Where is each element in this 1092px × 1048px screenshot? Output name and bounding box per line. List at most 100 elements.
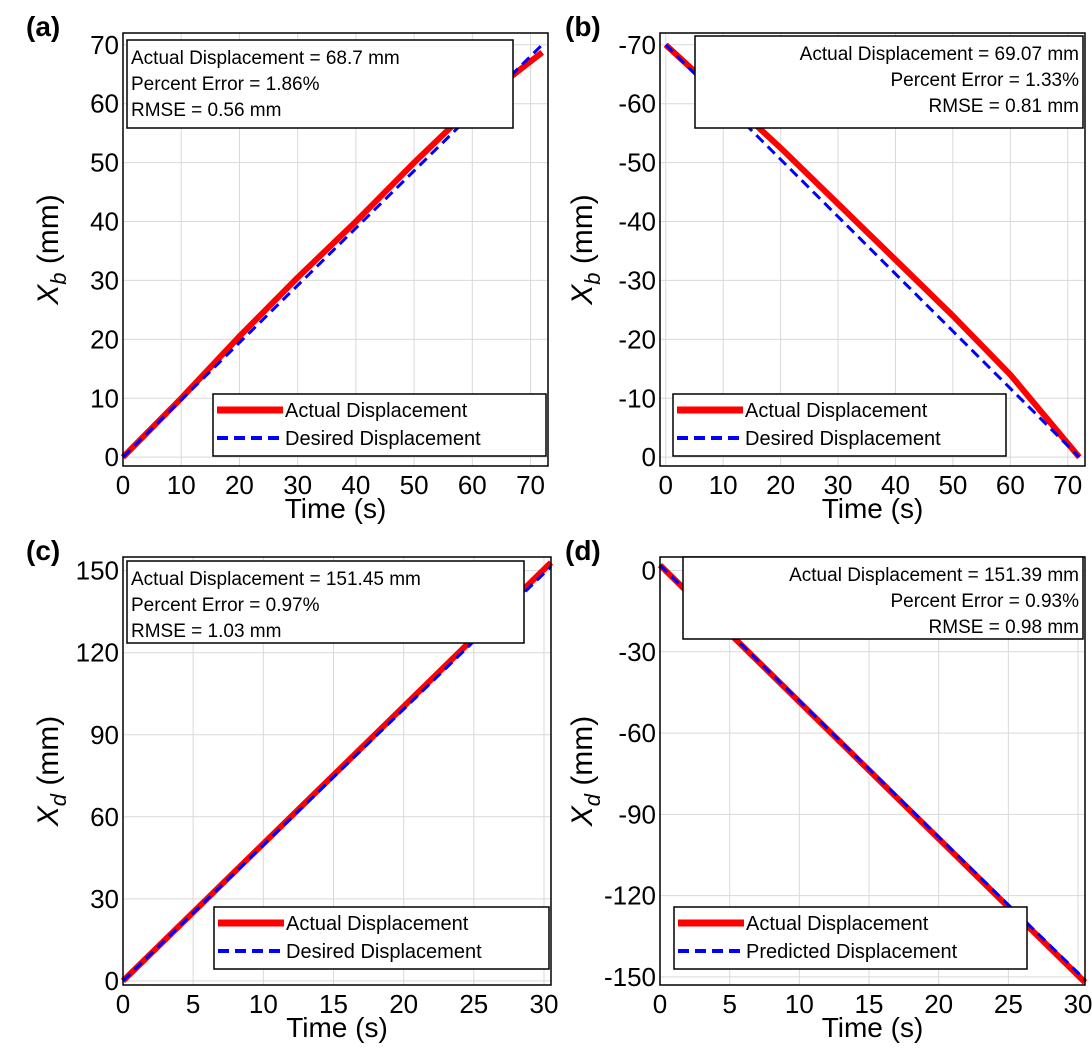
y-axis-label-unit: (mm) bbox=[32, 716, 65, 794]
x-tick-label: 10 bbox=[709, 470, 738, 500]
x-tick-label: 40 bbox=[881, 470, 910, 500]
x-axis-label: Time (s) bbox=[822, 493, 924, 524]
y-axis-label-subscript: b bbox=[580, 273, 605, 285]
y-tick-label: 30 bbox=[90, 884, 119, 914]
y-axis-label-symbol: X bbox=[32, 805, 65, 827]
axes-frame bbox=[122, 556, 552, 986]
panel-c: 0 5 10 15 20 25 30 0 30 60 90 120 150 Time (s) Xd (mm)… bbox=[26, 535, 558, 1043]
x-tick-label: 15 bbox=[319, 989, 348, 1019]
y-tick-label: -150 bbox=[604, 962, 656, 992]
info-box bbox=[126, 560, 525, 644]
y-axis-label-symbol: X bbox=[32, 284, 65, 306]
info-box bbox=[694, 35, 1084, 129]
y-tick-label: 50 bbox=[90, 148, 119, 178]
y-tick-label: -90 bbox=[618, 799, 656, 829]
x-tick-label: 70 bbox=[516, 470, 545, 500]
y-axis-label-subscript: b bbox=[46, 273, 71, 285]
x-tick-label: 30 bbox=[283, 470, 312, 500]
y-tick-label: -70 bbox=[618, 30, 656, 60]
x-axis-label: Time (s) bbox=[822, 1012, 924, 1043]
axes-frame bbox=[659, 32, 1086, 467]
x-tick-label: 10 bbox=[167, 470, 196, 500]
y-axis-label-unit: (mm) bbox=[566, 194, 599, 272]
x-tick-label: 0 bbox=[116, 470, 130, 500]
legend-label: Desired Displacement bbox=[745, 428, 941, 450]
y-axis-label-symbol: X bbox=[566, 284, 599, 306]
y-tick-label: -60 bbox=[618, 718, 656, 748]
panel-label: (a) bbox=[26, 11, 60, 42]
y-axis-label: Xb (mm) bbox=[566, 194, 605, 306]
x-tick-label: 20 bbox=[389, 989, 418, 1019]
y-tick-label: -50 bbox=[618, 148, 656, 178]
y-tick-label: 70 bbox=[90, 30, 119, 60]
y-axis-label: Xb (mm) bbox=[32, 194, 71, 306]
y-tick-label: 30 bbox=[90, 265, 119, 295]
y-tick-label: -30 bbox=[618, 265, 656, 295]
x-tick-label: 20 bbox=[766, 470, 795, 500]
panel-a: 0 10 20 30 40 50 60 70 0 10 20 30 40 50 60 70 Time (s) Xb… bbox=[26, 11, 549, 524]
legend-label: Actual Displacement bbox=[746, 913, 929, 935]
y-axis-label-subscript: d bbox=[46, 793, 71, 806]
x-axis-label: Time (s) bbox=[286, 1012, 388, 1043]
x-tick-label: 0 bbox=[653, 989, 667, 1019]
y-tick-label: -60 bbox=[618, 89, 656, 119]
info-line: Actual Displacement = 151.45 mm bbox=[131, 569, 421, 590]
x-tick-label: 25 bbox=[459, 989, 488, 1019]
legend-label: Actual Displacement bbox=[286, 913, 469, 935]
x-tick-label: 30 bbox=[824, 470, 853, 500]
series-line-2 bbox=[121, 43, 544, 459]
info-line: Percent Error = 0.93% bbox=[890, 591, 1079, 612]
panel-d: 0 5 10 15 20 25 30 0 -30 -60 -90 -120 -150 Time (s) Xd… bbox=[565, 535, 1092, 1043]
x-tick-label: 10 bbox=[785, 989, 814, 1019]
y-axis-label: Xd (mm) bbox=[566, 716, 605, 828]
x-tick-label: 50 bbox=[400, 470, 429, 500]
legend-label: Actual Displacement bbox=[745, 400, 928, 422]
legend-label: Actual Displacement bbox=[285, 400, 468, 422]
y-axis-label-unit: (mm) bbox=[32, 194, 65, 272]
y-tick-label: 0 bbox=[105, 966, 119, 996]
x-tick-label: 5 bbox=[186, 989, 200, 1019]
x-tick-label: 50 bbox=[938, 470, 967, 500]
y-axis-label: Xd (mm) bbox=[32, 716, 71, 828]
x-tick-label: 30 bbox=[530, 989, 559, 1019]
y-tick-label: 20 bbox=[90, 324, 119, 354]
x-tick-label: 20 bbox=[225, 470, 254, 500]
info-box bbox=[682, 556, 1084, 640]
x-tick-label: 30 bbox=[1064, 989, 1092, 1019]
y-tick-label: 40 bbox=[90, 207, 119, 237]
y-tick-label: 0 bbox=[642, 556, 656, 586]
info-line: Percent Error = 1.86% bbox=[131, 74, 320, 95]
info-line: Actual Displacement = 68.7 mm bbox=[131, 48, 400, 69]
x-tick-label: 60 bbox=[996, 470, 1025, 500]
x-tick-label: 70 bbox=[1053, 470, 1082, 500]
panel-label: (c) bbox=[26, 535, 60, 566]
info-box bbox=[126, 39, 514, 129]
y-tick-label: -10 bbox=[618, 383, 656, 413]
y-tick-label: 60 bbox=[90, 89, 119, 119]
y-tick-label: -40 bbox=[618, 207, 656, 237]
panel-label: (d) bbox=[565, 535, 601, 566]
y-axis-label-subscript: d bbox=[580, 793, 605, 806]
x-tick-label: 25 bbox=[994, 989, 1023, 1019]
panel-b: 0 10 20 30 40 50 60 70 0 -10 -20 -30 -40 -50 -60 -70 Tim… bbox=[565, 11, 1086, 524]
y-tick-label: 0 bbox=[642, 442, 656, 472]
x-tick-label: 60 bbox=[458, 470, 487, 500]
legend-label: Desired Displacement bbox=[285, 428, 481, 450]
y-tick-label: -120 bbox=[604, 881, 656, 911]
y-tick-label: -20 bbox=[618, 324, 656, 354]
axes-frame bbox=[122, 32, 549, 467]
x-tick-label: 0 bbox=[659, 470, 673, 500]
panel-label: (b) bbox=[565, 11, 601, 42]
y-tick-label: 90 bbox=[90, 720, 119, 750]
x-tick-label: 40 bbox=[341, 470, 370, 500]
info-line: Percent Error = 1.33% bbox=[890, 70, 1079, 91]
y-tick-label: 60 bbox=[90, 802, 119, 832]
legend-box bbox=[212, 393, 547, 457]
y-tick-label: -30 bbox=[618, 637, 656, 667]
y-axis-label-symbol: X bbox=[566, 805, 599, 827]
x-tick-label: 0 bbox=[116, 989, 130, 1019]
x-tick-label: 20 bbox=[924, 989, 953, 1019]
y-tick-label: 150 bbox=[76, 556, 119, 586]
legend-box bbox=[213, 906, 550, 970]
legend-box bbox=[673, 906, 1028, 970]
